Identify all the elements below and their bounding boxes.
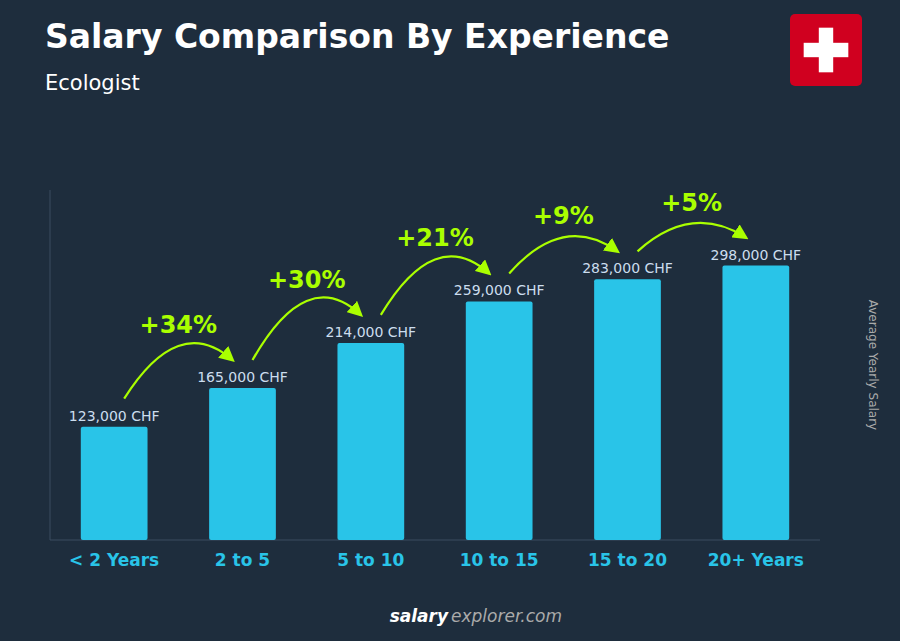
annotation: +5%: [661, 189, 722, 217]
chart-container: Salary Comparison By Experience Ecologist…: [0, 0, 900, 641]
data-label: 123,000 CHF: [69, 408, 160, 424]
growth-arc: [638, 223, 746, 251]
bar: [722, 266, 789, 540]
bar: [337, 343, 404, 540]
bar: [594, 279, 661, 540]
category-label: 20+ Years: [708, 550, 804, 570]
baseline: [50, 540, 820, 541]
subtitle: Ecologist: [45, 71, 140, 95]
data-label: 298,000 CHF: [710, 247, 801, 263]
annotation: +21%: [396, 224, 474, 252]
y-axis-label: Average Yearly Salary: [866, 300, 880, 430]
data-label: 165,000 CHF: [197, 369, 288, 385]
data-label: 283,000 CHF: [582, 260, 673, 276]
data-label: 259,000 CHF: [454, 282, 545, 298]
footer-normal: explorer.com: [451, 606, 562, 626]
category-label: 5 to 10: [337, 550, 404, 570]
category-label: 15 to 20: [588, 550, 667, 570]
annotation: +9%: [533, 202, 594, 230]
growth-arc: [253, 297, 361, 360]
bar: [466, 301, 533, 540]
annotation: +34%: [140, 311, 218, 339]
annotation: +30%: [268, 266, 346, 294]
growth-arcs: [124, 223, 746, 399]
category-label: 10 to 15: [460, 550, 539, 570]
chart: Salary Comparison By Experience Ecologist…: [0, 0, 900, 641]
category-label: < 2 Years: [69, 550, 159, 570]
growth-arc: [124, 343, 232, 398]
flag: [790, 14, 862, 86]
bars: [81, 266, 789, 540]
title: Salary Comparison By Experience: [45, 17, 669, 56]
footer-bold: salary: [390, 606, 449, 626]
data-label: 214,000 CHF: [325, 324, 416, 340]
bar: [81, 427, 148, 540]
bar: [209, 388, 276, 540]
background: [0, 0, 900, 641]
y-axis-line: [50, 190, 51, 540]
category-label: 2 to 5: [215, 550, 270, 570]
growth-arc: [381, 256, 489, 315]
growth-arc: [509, 236, 617, 273]
